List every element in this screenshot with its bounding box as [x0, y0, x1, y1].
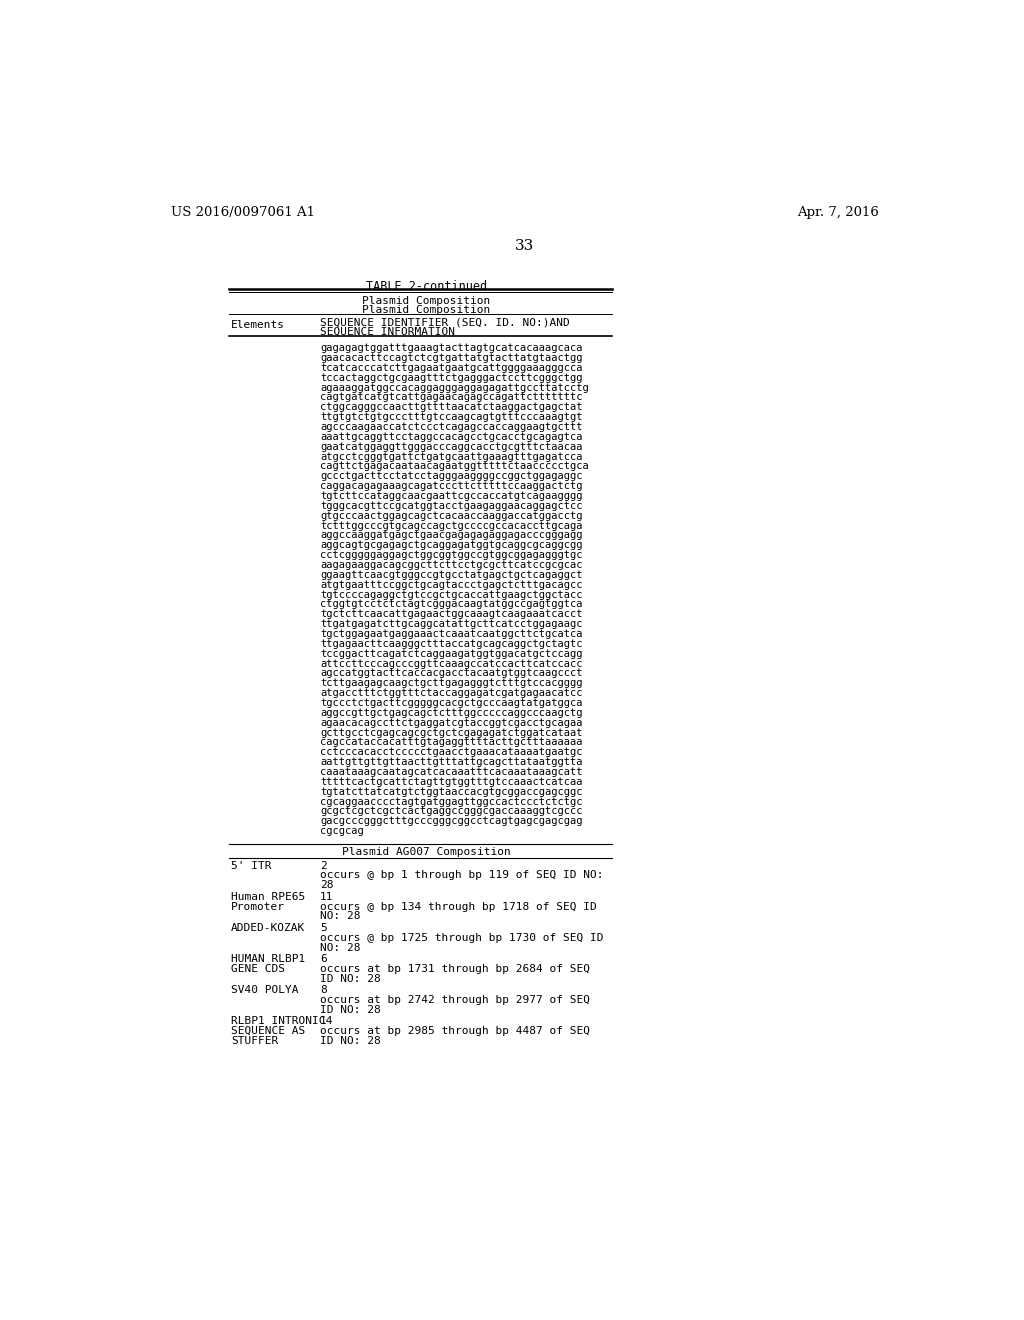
Text: agaacacagccttctgaggatcgtaccggtcgacctgcagaa: agaacacagccttctgaggatcgtaccggtcgacctgcag… [321, 718, 583, 727]
Text: TABLE 2-continued: TABLE 2-continued [366, 280, 487, 293]
Text: caaataaagcaatagcatcacaaatttcacaaataaagcatt: caaataaagcaatagcatcacaaatttcacaaataaagca… [321, 767, 583, 777]
Text: atgcctcgggtgattctgatgcaattgaaagtttgagatcca: atgcctcgggtgattctgatgcaattgaaagtttgagatc… [321, 451, 583, 462]
Text: 5' ITR: 5' ITR [231, 861, 271, 871]
Text: ID NO: 28: ID NO: 28 [321, 1005, 381, 1015]
Text: tgtccccagaggctgtccgctgcaccattgaagctggctacc: tgtccccagaggctgtccgctgcaccattgaagctggcta… [321, 590, 583, 599]
Text: aattgttgttgttaacttgtttattgcagcttataatggtta: aattgttgttgttaacttgtttattgcagcttataatggt… [321, 758, 583, 767]
Text: ggaagttcaacgtgggccgtgcctatgagctgctcagaggct: ggaagttcaacgtgggccgtgcctatgagctgctcagagg… [321, 570, 583, 579]
Text: tttttcactgcattctagttgtggtttgtccaaactcatcaa: tttttcactgcattctagttgtggtttgtccaaactcatc… [321, 777, 583, 787]
Text: Promoter: Promoter [231, 902, 285, 912]
Text: tgtcttccataggcaacgaattcgccaccatgtcagaagggg: tgtcttccataggcaacgaattcgccaccatgtcagaagg… [321, 491, 583, 502]
Text: tccggacttcagatctcaggaagatggtggacatgctccagg: tccggacttcagatctcaggaagatggtggacatgctcca… [321, 648, 583, 659]
Text: agaaaggatggccacaggagggaggagagattgccttatcctg: agaaaggatggccacaggagggaggagagattgccttatc… [321, 383, 589, 392]
Text: ID NO: 28: ID NO: 28 [321, 1036, 381, 1045]
Text: cgcaggaacccctagtgatggagttggccactccctctctgc: cgcaggaacccctagtgatggagttggccactccctctct… [321, 796, 583, 807]
Text: ttgtgtctgtgccctttgtccaagcagtgtttcccaaagtgt: ttgtgtctgtgccctttgtccaagcagtgtttcccaaagt… [321, 412, 583, 422]
Text: 14: 14 [321, 1016, 334, 1026]
Text: occurs @ bp 1725 through bp 1730 of SEQ ID: occurs @ bp 1725 through bp 1730 of SEQ … [321, 933, 604, 942]
Text: tgctcttcaacattgagaactggcaaagtcaagaaatcacct: tgctcttcaacattgagaactggcaaagtcaagaaatcac… [321, 610, 583, 619]
Text: gaatcatggaggttgggacccaggcacctgcgtttctaacaa: gaatcatggaggttgggacccaggcacctgcgtttctaac… [321, 442, 583, 451]
Text: aagagaaggacagcggcttcttcctgcgcttcatccgcgcac: aagagaaggacagcggcttcttcctgcgcttcatccgcgc… [321, 560, 583, 570]
Text: 8: 8 [321, 985, 327, 995]
Text: gacgcccgggctttgcccgggcggcctcagtgagcgagcgag: gacgcccgggctttgcccgggcggcctcagtgagcgagcg… [321, 816, 583, 826]
Text: NO: 28: NO: 28 [321, 942, 360, 953]
Text: atgacctttctggtttctaccaggagatcgatgagaacatcc: atgacctttctggtttctaccaggagatcgatgagaacat… [321, 688, 583, 698]
Text: 6: 6 [321, 954, 327, 964]
Text: aggcagtgcgagagctgcaggagatggtgcaggcgcaggcgg: aggcagtgcgagagctgcaggagatggtgcaggcgcaggc… [321, 540, 583, 550]
Text: tgtatcttatcatgtctggtaaccacgtgcggaccgagcggc: tgtatcttatcatgtctggtaaccacgtgcggaccgagcg… [321, 787, 583, 797]
Text: gcttgcctcgagcagcgctgctcgagagatctggatcataat: gcttgcctcgagcagcgctgctcgagagatctggatcata… [321, 727, 583, 738]
Text: ID NO: 28: ID NO: 28 [321, 974, 381, 983]
Text: agccatggtacttcaccacgacctacaatgtggtcaagccct: agccatggtacttcaccacgacctacaatgtggtcaagcc… [321, 668, 583, 678]
Text: HUMAN RLBP1: HUMAN RLBP1 [231, 954, 305, 964]
Text: Plasmid Composition: Plasmid Composition [362, 296, 490, 306]
Text: 33: 33 [515, 239, 535, 253]
Text: Elements: Elements [231, 321, 285, 330]
Text: cagccataccacatttgtagaggttttacttgctttaaaaaa: cagccataccacatttgtagaggttttacttgctttaaaa… [321, 738, 583, 747]
Text: cctcgggggaggagctggcggtggccgtggcggagagggtgc: cctcgggggaggagctggcggtggccgtggcggagagggt… [321, 550, 583, 560]
Text: cctcccacacctccccctgaacctgaaacataaaatgaatgc: cctcccacacctccccctgaacctgaaacataaaatgaat… [321, 747, 583, 758]
Text: tcatcacccatcttgagaatgaatgcattggggaaagggcca: tcatcacccatcttgagaatgaatgcattggggaaagggc… [321, 363, 583, 374]
Text: ttgatgagatcttgcaggcatattgcttcatcctggagaagc: ttgatgagatcttgcaggcatattgcttcatcctggagaa… [321, 619, 583, 630]
Text: caggacagagaaagcagatcccttctttttccaaggactctg: caggacagagaaagcagatcccttctttttccaaggactc… [321, 482, 583, 491]
Text: Apr. 7, 2016: Apr. 7, 2016 [797, 206, 879, 219]
Text: tgggcacgttccgcatggtacctgaagaggaacaggagctcc: tgggcacgttccgcatggtacctgaagaggaacaggagct… [321, 500, 583, 511]
Text: NO: 28: NO: 28 [321, 911, 360, 921]
Text: SEQUENCE IDENTIFIER (SEQ. ID. NO:)AND: SEQUENCE IDENTIFIER (SEQ. ID. NO:)AND [321, 317, 570, 327]
Text: attccttcccagcccggttcaaagccatccacttcatccacc: attccttcccagcccggttcaaagccatccacttcatcca… [321, 659, 583, 669]
Text: 28: 28 [321, 880, 334, 891]
Text: aaattgcaggttcctaggccacagcctgcacctgcagagtca: aaattgcaggttcctaggccacagcctgcacctgcagagt… [321, 432, 583, 442]
Text: tgctggagaatgaggaaactcaaatcaatggcttctgcatca: tgctggagaatgaggaaactcaaatcaatggcttctgcat… [321, 630, 583, 639]
Text: tccactaggctgcgaagtttctgagggactccttcgggctgg: tccactaggctgcgaagtttctgagggactccttcgggct… [321, 372, 583, 383]
Text: 5: 5 [321, 923, 327, 933]
Text: atgtgaatttccggctgcagtaccctgagctctttgacagcc: atgtgaatttccggctgcagtaccctgagctctttgacag… [321, 579, 583, 590]
Text: occurs at bp 2742 through bp 2977 of SEQ: occurs at bp 2742 through bp 2977 of SEQ [321, 995, 590, 1005]
Text: gcgctcgctcgctcactgaggccgggcgaccaaaggtcgccc: gcgctcgctcgctcactgaggccgggcgaccaaaggtcgc… [321, 807, 583, 817]
Text: gaacacacttccagtctcgtgattatgtacttatgtaactgg: gaacacacttccagtctcgtgattatgtacttatgtaact… [321, 352, 583, 363]
Text: ctggcagggccaacttgttttaacatctaaggactgagctat: ctggcagggccaacttgttttaacatctaaggactgagct… [321, 403, 583, 412]
Text: tcttgaagagcaagctgcttgagagggtctttgtccacgggg: tcttgaagagcaagctgcttgagagggtctttgtccacgg… [321, 678, 583, 688]
Text: ctggtgtcctctctagtcgggacaagtatggccgagtggtca: ctggtgtcctctctagtcgggacaagtatggccgagtggt… [321, 599, 583, 610]
Text: gagagagtggatttgaaagtacttagtgcatcacaaagcaca: gagagagtggatttgaaagtacttagtgcatcacaaagca… [321, 343, 583, 354]
Text: gccctgacttcctatcctagggaaggggccggctggagaggc: gccctgacttcctatcctagggaaggggccggctggagag… [321, 471, 583, 482]
Text: occurs @ bp 134 through bp 1718 of SEQ ID: occurs @ bp 134 through bp 1718 of SEQ I… [321, 902, 597, 912]
Text: occurs at bp 2985 through bp 4487 of SEQ: occurs at bp 2985 through bp 4487 of SEQ [321, 1026, 590, 1036]
Text: gtgcccaactggagcagctcacaaccaaggaccatggacctg: gtgcccaactggagcagctcacaaccaaggaccatggacc… [321, 511, 583, 521]
Text: STUFFER: STUFFER [231, 1036, 279, 1045]
Text: RLBP1 INTRONIC: RLBP1 INTRONIC [231, 1016, 326, 1026]
Text: agcccaagaaccatctccctcagagccaccaggaagtgcttt: agcccaagaaccatctccctcagagccaccaggaagtgct… [321, 422, 583, 432]
Text: 2: 2 [321, 861, 327, 871]
Text: ttgagaacttcaagggctttaccatgcagcaggctgctagtc: ttgagaacttcaagggctttaccatgcagcaggctgctag… [321, 639, 583, 649]
Text: SEQUENCE INFORMATION: SEQUENCE INFORMATION [321, 326, 456, 337]
Text: cagtgatcatgtcattgagaacagagccagattctttttttc: cagtgatcatgtcattgagaacagagccagattctttttt… [321, 392, 583, 403]
Text: US 2016/0097061 A1: US 2016/0097061 A1 [171, 206, 314, 219]
Text: SEQUENCE AS: SEQUENCE AS [231, 1026, 305, 1036]
Text: Plasmid AG007 Composition: Plasmid AG007 Composition [342, 847, 511, 857]
Text: occurs at bp 1731 through bp 2684 of SEQ: occurs at bp 1731 through bp 2684 of SEQ [321, 964, 590, 974]
Text: occurs @ bp 1 through bp 119 of SEQ ID NO:: occurs @ bp 1 through bp 119 of SEQ ID N… [321, 870, 604, 880]
Text: SV40 POLYA: SV40 POLYA [231, 985, 299, 995]
Text: Human RPE65: Human RPE65 [231, 892, 305, 902]
Text: cgcgcag: cgcgcag [321, 826, 364, 836]
Text: aggccaaggatgagctgaacgagagagaggagacccgggagg: aggccaaggatgagctgaacgagagagaggagacccggga… [321, 531, 583, 540]
Text: 11: 11 [321, 892, 334, 902]
Text: tgccctctgacttcgggggcacgctgcccaagtatgatggca: tgccctctgacttcgggggcacgctgcccaagtatgatgg… [321, 698, 583, 708]
Text: GENE CDS: GENE CDS [231, 964, 285, 974]
Text: Plasmid Composition: Plasmid Composition [362, 305, 490, 315]
Text: cagttctgagacaataacagaatggtttttctaaccccctgca: cagttctgagacaataacagaatggtttttctaaccccct… [321, 462, 589, 471]
Text: ADDED-KOZAK: ADDED-KOZAK [231, 923, 305, 933]
Text: tctttggcccgtgcagccagctgccccgccacaccttgcaga: tctttggcccgtgcagccagctgccccgccacaccttgca… [321, 520, 583, 531]
Text: aggccgttgctgagcagctctttggcccccaggcccaagctg: aggccgttgctgagcagctctttggcccccaggcccaagc… [321, 708, 583, 718]
